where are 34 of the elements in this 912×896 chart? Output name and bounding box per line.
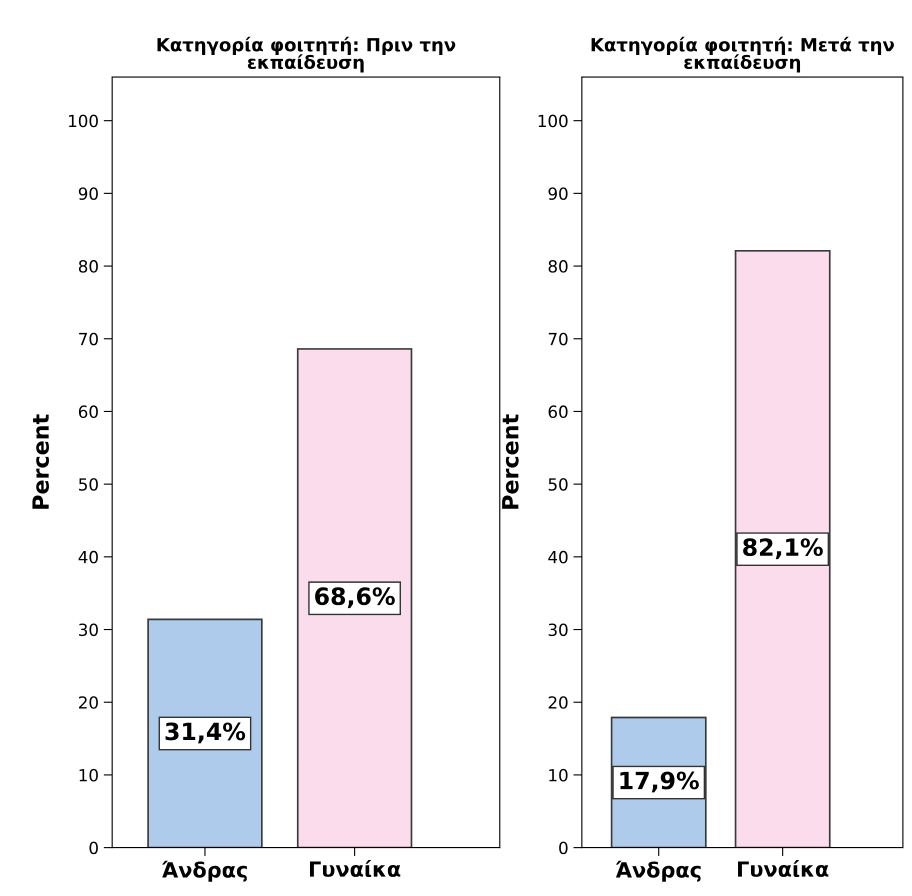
y-axis-title: Percent (502, 414, 519, 509)
y-tick-label: 20 (548, 696, 568, 709)
y-tick-label: 100 (538, 114, 568, 128)
x-tick-label: Άνδρας (162, 860, 247, 882)
y-tick-label: 40 (78, 550, 98, 564)
chart-title: Κατηγορία φοιτητή: Μετά την εκπαίδευση (592, 36, 894, 72)
y-tick-label: 100 (69, 114, 98, 128)
chart-title: Κατηγορία φοιτητή: Πριν την εκπαίδευση (158, 36, 456, 72)
data-label: 31,4% (166, 722, 246, 744)
data-label: 82,1% (743, 538, 823, 560)
y-tick-label: 60 (78, 405, 98, 418)
y-tick-label: 0 (559, 842, 568, 854)
x-tick-label: Άνδρας (616, 860, 701, 882)
y-tick-label: 70 (79, 332, 98, 346)
y-tick-label: 40 (548, 550, 568, 564)
y-tick-label: 90 (78, 187, 98, 200)
x-tick-label: Γυναίκα (310, 860, 400, 878)
y-tick-label: 80 (78, 260, 98, 273)
y-axis-title: Percent (32, 414, 49, 509)
y-tick-label: 60 (548, 405, 568, 418)
y-tick-label: 10 (549, 768, 568, 782)
y-tick-label: 80 (548, 260, 568, 273)
y-tick-label: 20 (78, 696, 98, 709)
y-tick-label: 30 (79, 623, 98, 636)
data-label: 17,9% (620, 772, 699, 792)
x-tick-label: Γυναίκα (738, 860, 828, 878)
y-tick-label: 0 (89, 842, 98, 854)
data-label: 68,6% (315, 587, 395, 608)
y-tick-label: 50 (79, 478, 98, 491)
y-tick-label: 30 (548, 623, 568, 636)
y-tick-label: 70 (548, 332, 568, 346)
y-tick-label: 50 (548, 478, 568, 491)
y-tick-label: 90 (548, 187, 568, 200)
y-tick-label: 10 (80, 768, 98, 782)
